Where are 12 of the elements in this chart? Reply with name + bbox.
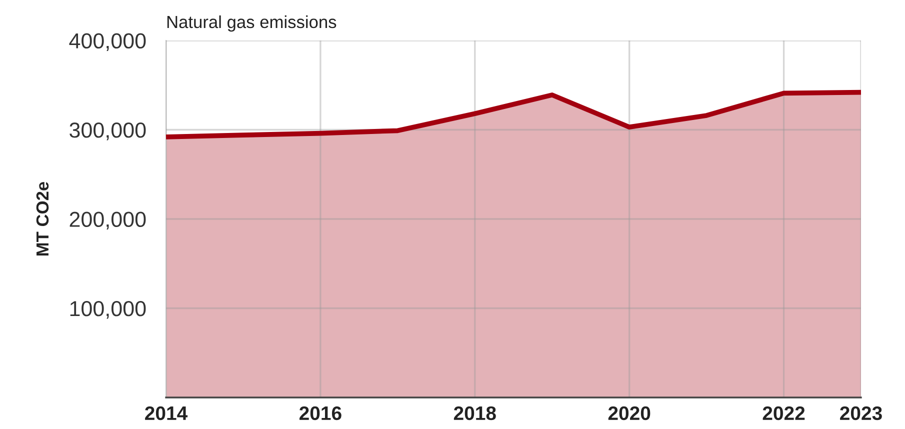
chart-title: Natural gas emissions (167, 15, 336, 32)
y-tick-label: 100,000 (70, 301, 146, 319)
y-tick-label: 200,000 (70, 212, 146, 230)
y-axis-title: MT CO2e (36, 182, 49, 256)
x-tick-label: 2018 (454, 406, 496, 420)
y-tick-label: 400,000 (69, 33, 146, 52)
y-tick-label: 300,000 (70, 122, 146, 140)
x-tick-label: 2016 (299, 406, 342, 420)
x-tick-label: 2014 (145, 406, 188, 420)
x-tick-label: 2022 (762, 406, 805, 420)
x-tick-label: 2023 (840, 406, 882, 420)
x-tick-label: 2020 (608, 406, 650, 420)
